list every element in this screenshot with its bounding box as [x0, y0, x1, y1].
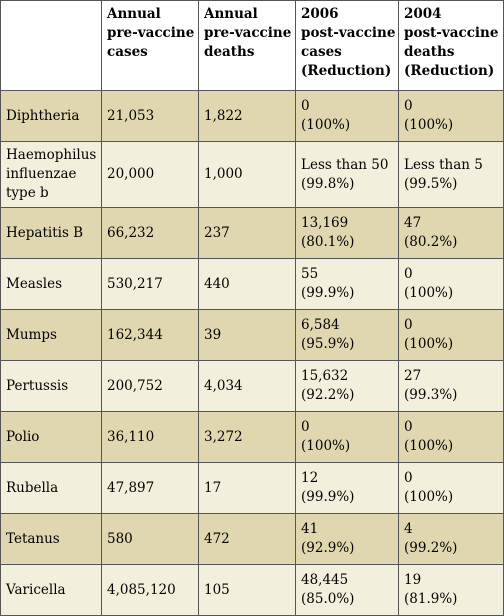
post-deaths-cell: 0 (100%)	[398, 309, 504, 361]
disease-cell: Varicella	[0, 564, 102, 616]
pre-deaths-cell: 472	[198, 513, 296, 565]
table-row: Tetanus 580 472 41 (92.9%) 4 (99.2%)	[0, 513, 504, 565]
table-row: Mumps 162,344 39 6,584 (95.9%) 0 (100%)	[0, 309, 504, 361]
pre-cases-cell: 162,344	[101, 309, 199, 361]
post-deaths-cell: 0 (100%)	[398, 90, 504, 142]
pre-cases-cell: 200,752	[101, 360, 199, 412]
pre-cases-cell: 47,897	[101, 462, 199, 514]
disease-cell: Rubella	[0, 462, 102, 514]
pre-deaths-cell: 17	[198, 462, 296, 514]
post-deaths-cell: 0 (100%)	[398, 411, 504, 463]
pre-deaths-cell: 4,034	[198, 360, 296, 412]
pre-cases-cell: 66,232	[101, 207, 199, 259]
header-corner	[0, 0, 102, 91]
header-pre-vaccine-deaths: Annual pre-vaccine deaths	[198, 0, 296, 91]
post-deaths-cell: 27 (99.3%)	[398, 360, 504, 412]
post-cases-cell: Less than 50 (99.8%)	[295, 141, 399, 208]
table-header-row: Annual pre-vaccine cases Annual pre-vacc…	[0, 0, 504, 91]
post-cases-cell: 48,445 (85.0%)	[295, 564, 399, 616]
pre-cases-cell: 21,053	[101, 90, 199, 142]
table-row: Rubella 47,897 17 12 (99.9%) 0 (100%)	[0, 462, 504, 514]
header-post-vaccine-cases: 2006 post-vaccine cases (Reduction)	[295, 0, 399, 91]
disease-cell: Haemophilus influenzae type b	[0, 141, 102, 208]
pre-cases-cell: 530,217	[101, 258, 199, 310]
table-row: Polio 36,110 3,272 0 (100%) 0 (100%)	[0, 411, 504, 463]
disease-cell: Mumps	[0, 309, 102, 361]
post-deaths-cell: 0 (100%)	[398, 462, 504, 514]
header-post-vaccine-deaths: 2004 post-vaccine deaths (Reduction)	[398, 0, 504, 91]
pre-deaths-cell: 1,822	[198, 90, 296, 142]
post-deaths-cell: 0 (100%)	[398, 258, 504, 310]
table-row: Pertussis 200,752 4,034 15,632 (92.2%) 27…	[0, 360, 504, 412]
pre-cases-cell: 20,000	[101, 141, 199, 208]
header-pre-vaccine-cases: Annual pre-vaccine cases	[101, 0, 199, 91]
disease-cell: Tetanus	[0, 513, 102, 565]
post-cases-cell: 55 (99.9%)	[295, 258, 399, 310]
disease-cell: Diphtheria	[0, 90, 102, 142]
pre-deaths-cell: 237	[198, 207, 296, 259]
pre-cases-cell: 36,110	[101, 411, 199, 463]
table-row: Varicella 4,085,120 105 48,445 (85.0%) 19…	[0, 564, 504, 616]
pre-cases-cell: 4,085,120	[101, 564, 199, 616]
pre-deaths-cell: 440	[198, 258, 296, 310]
table-row: Diphtheria 21,053 1,822 0 (100%) 0 (100%)	[0, 90, 504, 142]
disease-cell: Pertussis	[0, 360, 102, 412]
disease-cell: Polio	[0, 411, 102, 463]
post-cases-cell: 41 (92.9%)	[295, 513, 399, 565]
disease-cell: Measles	[0, 258, 102, 310]
pre-deaths-cell: 3,272	[198, 411, 296, 463]
post-deaths-cell: 4 (99.2%)	[398, 513, 504, 565]
pre-deaths-cell: 105	[198, 564, 296, 616]
post-cases-cell: 15,632 (92.2%)	[295, 360, 399, 412]
pre-cases-cell: 580	[101, 513, 199, 565]
table-row: Haemophilus influenzae type b 20,000 1,000…	[0, 141, 504, 208]
table-row: Measles 530,217 440 55 (99.9%) 0 (100%)	[0, 258, 504, 310]
post-cases-cell: 0 (100%)	[295, 411, 399, 463]
post-deaths-cell: Less than 5 (99.5%)	[398, 141, 504, 208]
post-cases-cell: 6,584 (95.9%)	[295, 309, 399, 361]
post-deaths-cell: 19 (81.9%)	[398, 564, 504, 616]
post-deaths-cell: 47 (80.2%)	[398, 207, 504, 259]
post-cases-cell: 13,169 (80.1%)	[295, 207, 399, 259]
post-cases-cell: 12 (99.9%)	[295, 462, 399, 514]
pre-deaths-cell: 39	[198, 309, 296, 361]
table-row: Hepatitis B 66,232 237 13,169 (80.1%) 47(…	[0, 207, 504, 259]
post-cases-cell: 0 (100%)	[295, 90, 399, 142]
pre-deaths-cell: 1,000	[198, 141, 296, 208]
disease-cell: Hepatitis B	[0, 207, 102, 259]
